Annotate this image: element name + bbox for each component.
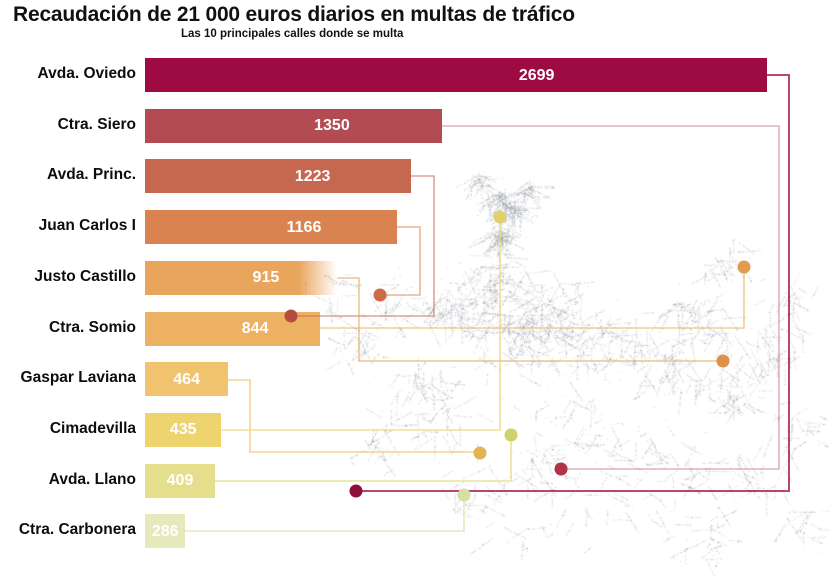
map-marker-ctra-carbonera bbox=[457, 488, 471, 502]
value-label-avda-llano: 409 bbox=[166, 472, 194, 490]
leader-line-avda-oviedo bbox=[356, 74, 790, 492]
value-label-ctra-siero: 1350 bbox=[314, 117, 350, 135]
leader-line-ctra-somio bbox=[319, 267, 745, 329]
value-label-cimadevilla: 435 bbox=[169, 421, 197, 439]
map-marker-justo-castillo bbox=[716, 354, 730, 368]
category-label-ctra-carbonera: Ctra. Carbonera bbox=[18, 521, 136, 539]
map-marker-gaspar-laviana bbox=[473, 446, 487, 460]
leader-line-gaspar-laviana bbox=[228, 379, 480, 453]
map-marker-avda-oviedo bbox=[349, 484, 363, 498]
leader-line-ctra-siero bbox=[442, 125, 780, 470]
category-label-gaspar-laviana: Gaspar Laviana bbox=[20, 369, 136, 387]
leader-line-ctra-carbonera bbox=[183, 495, 465, 532]
value-label-ctra-carbonera: 286 bbox=[151, 522, 179, 540]
value-label-avda-princ: 1223 bbox=[294, 167, 331, 185]
leader-line-avda-princ bbox=[291, 175, 435, 317]
map-marker-ctra-somio bbox=[737, 260, 751, 274]
map-marker-avda-princ bbox=[284, 309, 298, 323]
leader-line-justo-castillo bbox=[337, 277, 723, 362]
map-marker-avda-llano bbox=[504, 428, 518, 442]
value-label-justo-castillo: 915 bbox=[252, 269, 280, 287]
value-label-avda-oviedo: 2699 bbox=[518, 66, 555, 84]
value-label-gaspar-laviana: 464 bbox=[173, 370, 200, 388]
chart-subtitle: Las 10 principales calles donde se multa bbox=[181, 28, 404, 40]
category-label-ctra-siero: Ctra. Siero bbox=[57, 115, 136, 133]
leader-line-avda-llano bbox=[214, 435, 512, 482]
category-label-avda-oviedo: Avda. Oviedo bbox=[37, 65, 136, 82]
map-marker-juan-carlos-i bbox=[373, 288, 387, 302]
map-marker-ctra-siero bbox=[554, 462, 568, 476]
chart-title: Recaudación de 21 000 euros diarios en m… bbox=[13, 3, 575, 26]
leader-line-cimadevilla bbox=[221, 217, 501, 431]
leader-line-juan-carlos-i bbox=[380, 226, 421, 296]
category-label-cimadevilla: Cimadevilla bbox=[49, 419, 136, 437]
value-label-juan-carlos-i: 1166 bbox=[286, 218, 322, 236]
category-label-ctra-somio: Ctra. Somio bbox=[49, 318, 136, 336]
category-label-avda-princ: Avda. Princ. bbox=[46, 166, 136, 184]
category-label-juan-carlos-i: Juan Carlos I bbox=[38, 217, 136, 235]
category-label-avda-llano: Avda. Llano bbox=[48, 470, 136, 488]
map-marker-cimadevilla bbox=[493, 210, 507, 224]
category-label-justo-castillo: Justo Castillo bbox=[34, 267, 136, 285]
value-label-ctra-somio: 844 bbox=[241, 320, 269, 337]
